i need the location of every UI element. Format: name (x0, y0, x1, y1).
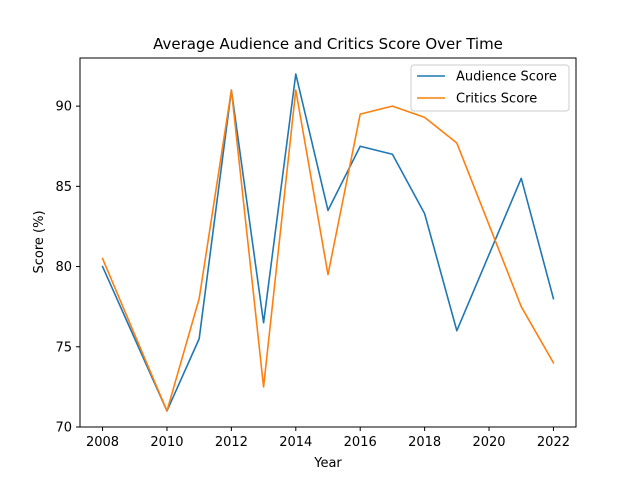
legend-box (410, 64, 570, 112)
x-tick-label: 2012 (215, 435, 248, 450)
x-tick-label: 2018 (408, 435, 441, 450)
y-axis-label: Score (%) (32, 210, 47, 273)
series-line-0 (101, 73, 555, 412)
y-tick-label: 85 (55, 180, 72, 195)
y-tick-label: 75 (55, 340, 72, 355)
y-tick-label: 70 (55, 421, 72, 436)
legend-label-1: Critics Score (456, 92, 537, 107)
y-axis: 70 75 80 85 90 (55, 100, 80, 436)
chart-title: Average Audience and Critics Score Over … (153, 35, 503, 53)
plot-frame (79, 57, 577, 428)
x-tick-label: 2010 (150, 435, 183, 450)
legend-label-0: Audience Score (456, 70, 557, 85)
x-axis: 2008 2010 2012 2014 2016 2018 2020 2022 (86, 427, 570, 450)
x-axis-label: Year (313, 456, 342, 471)
series-line-1 (101, 89, 555, 412)
y-tick-label: 80 (55, 260, 72, 275)
legend: Audience Score Critics Score (410, 64, 570, 112)
y-tick-label: 90 (55, 100, 72, 115)
x-tick-label: 2020 (472, 435, 505, 450)
x-tick-label: 2022 (537, 435, 570, 450)
x-tick-label: 2014 (279, 435, 312, 450)
series-layer (101, 73, 555, 412)
x-tick-label: 2008 (86, 435, 119, 450)
x-tick-label: 2016 (344, 435, 377, 450)
